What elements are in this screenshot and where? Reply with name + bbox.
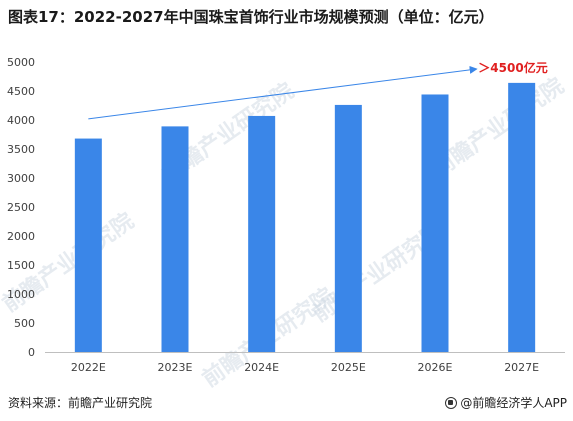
y-tick-label: 3000 [7,172,35,185]
chart-title: 图表17：2022-2027年中国珠宝首饰行业市场规模预测（单位：亿元） [8,8,494,26]
y-tick-label: 500 [14,317,35,330]
x-axis: 2022E 2023E 2024E 2025E 2026E 2027E [45,352,565,374]
annotation-label: ＞4500亿元 [478,60,547,75]
bar-2022E [74,138,102,352]
brand-logo-icon [445,396,458,409]
bar-2024E [248,115,276,352]
bars-group [74,82,536,352]
x-tick-label: 2025E [331,361,366,374]
y-tick-label: 1500 [7,259,35,272]
y-tick-label: 3500 [7,143,35,156]
trend-arrow [88,65,478,120]
y-tick-label: 0 [28,346,35,359]
bar-chart: 0 500 1000 1500 2000 2500 3000 3500 4000 4500 5000… [7,56,565,374]
bar-2026E [421,94,449,352]
bar-2025E [334,104,362,352]
y-tick-label: 1000 [7,288,35,301]
x-tick-label: 2022E [71,361,106,374]
x-tick-label: 2026E [418,361,453,374]
x-tick-label: 2027E [504,361,539,374]
x-tick-label: 2024E [244,361,279,374]
y-axis: 0 500 1000 1500 2000 2500 3000 3500 4000 4500 5000 [7,56,35,359]
trend-arrow-group: ＞4500亿元 [88,60,548,120]
y-tick-label: 4000 [7,114,35,127]
brand-text: @前瞻经济学人APP [460,396,567,410]
bar-2023E [161,126,189,352]
brand-label: @前瞻经济学人APP [445,394,567,411]
y-tick-label: 5000 [7,56,35,69]
y-tick-label: 2000 [7,230,35,243]
y-tick-label: 4500 [7,85,35,98]
source-note: 资料来源：前瞻产业研究院 [8,396,153,410]
x-tick-label: 2023E [158,361,193,374]
bar-2027E [508,82,536,352]
y-tick-label: 2500 [7,201,35,214]
